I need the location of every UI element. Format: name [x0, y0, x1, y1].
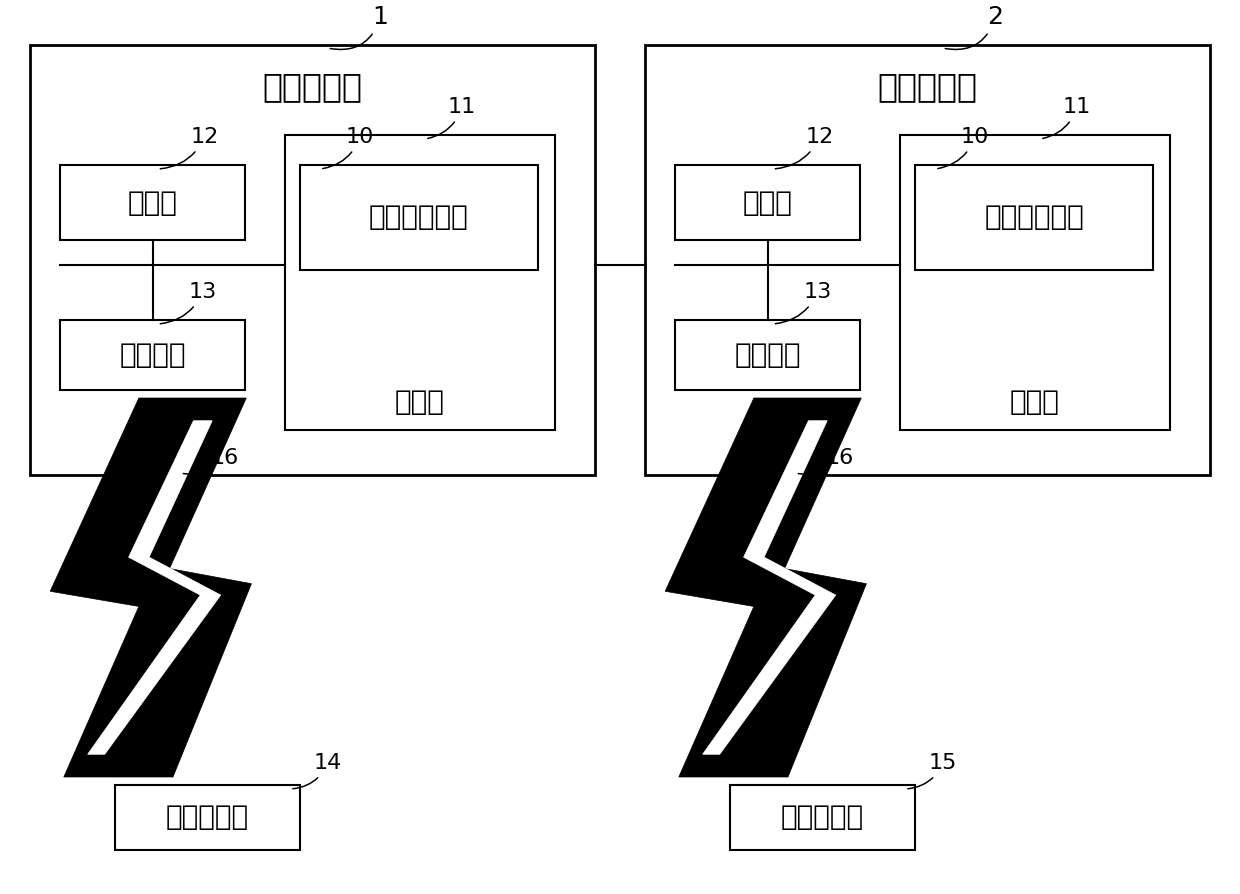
Text: 第二服务器: 第二服务器	[878, 71, 977, 104]
Text: 10: 10	[322, 127, 374, 169]
Text: 13: 13	[775, 282, 832, 324]
Bar	[915, 165, 1153, 270]
Text: 16: 16	[799, 448, 853, 474]
Bar	[60, 165, 246, 240]
Text: 11: 11	[428, 97, 476, 139]
Text: 15: 15	[908, 753, 957, 789]
Text: 14: 14	[293, 753, 342, 789]
Text: 消息分发程序: 消息分发程序	[985, 204, 1084, 232]
Text: 1: 1	[330, 5, 388, 49]
Text: 12: 12	[775, 127, 833, 169]
Polygon shape	[50, 398, 252, 777]
Polygon shape	[665, 398, 867, 777]
Text: 16: 16	[184, 448, 238, 474]
Text: 存储器: 存储器	[1011, 388, 1060, 416]
Text: 11: 11	[1043, 97, 1091, 139]
Text: 2: 2	[945, 5, 1003, 49]
Bar	[730, 785, 915, 850]
Polygon shape	[88, 421, 221, 755]
Text: 网络接口: 网络接口	[119, 341, 186, 369]
Bar	[30, 45, 595, 475]
Text: 第一服务器: 第一服务器	[263, 71, 362, 104]
Text: 12: 12	[160, 127, 218, 169]
Bar	[115, 785, 300, 850]
Bar	[60, 320, 246, 390]
Polygon shape	[703, 421, 836, 755]
Text: 存储器: 存储器	[396, 388, 445, 416]
Text: 13: 13	[160, 282, 217, 324]
Bar	[900, 135, 1171, 430]
Bar	[675, 320, 861, 390]
Bar	[285, 135, 556, 430]
Bar	[300, 165, 538, 270]
Text: 消息分发程序: 消息分发程序	[370, 204, 469, 232]
Text: 10: 10	[937, 127, 990, 169]
Text: 第一客户端: 第一客户端	[166, 804, 249, 831]
Bar	[675, 165, 861, 240]
Text: 网络接口: 网络接口	[734, 341, 801, 369]
Bar	[645, 45, 1210, 475]
Text: 处理器: 处理器	[128, 189, 177, 216]
Text: 处理器: 处理器	[743, 189, 792, 216]
Text: 第二客户端: 第二客户端	[781, 804, 864, 831]
